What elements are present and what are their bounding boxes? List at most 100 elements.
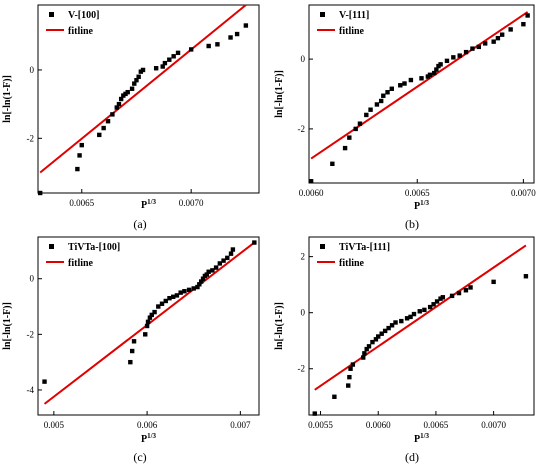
data-point: [144, 323, 150, 329]
data-point: [153, 66, 159, 71]
data-point: [389, 323, 395, 328]
data-point: [228, 35, 233, 40]
data-point: [385, 90, 390, 95]
legend-label-fitline: fitline: [68, 26, 94, 37]
data-point: [427, 304, 433, 310]
data-point: [129, 348, 135, 354]
data-point: [110, 112, 115, 117]
data-point: [438, 62, 443, 67]
data-point: [402, 81, 407, 86]
data-point: [114, 105, 119, 110]
data-point: [37, 190, 43, 196]
data-point: [163, 298, 168, 304]
data-point: [143, 332, 148, 337]
data-point: [393, 320, 398, 325]
x-tick-label: 0.0070: [179, 198, 204, 208]
data-point: [312, 411, 317, 416]
plot-frame-2: [37, 236, 260, 416]
data-point: [342, 145, 348, 151]
data-point: [198, 279, 204, 284]
data-point: [411, 311, 417, 317]
data-point: [491, 279, 496, 285]
data-point: [159, 301, 165, 306]
data-point: [373, 337, 379, 342]
data-point: [398, 83, 403, 88]
data-point: [364, 346, 369, 352]
data-point: [204, 272, 209, 277]
data-point: [210, 268, 215, 273]
legend-label-fitline: fitline: [68, 258, 94, 269]
legend-marker-points: [320, 12, 325, 17]
data-point: [134, 78, 139, 83]
data-point: [379, 331, 384, 336]
legend-label-points: V-[100]: [68, 10, 99, 21]
x-tick-label: 0.0070: [511, 188, 536, 198]
legend-marker-points: [49, 244, 54, 249]
data-point: [252, 240, 257, 245]
y-tick-label: 0: [30, 65, 35, 75]
caption-c: (c): [133, 450, 146, 464]
x-tick-label: 0.0065: [424, 420, 449, 430]
data-point: [217, 261, 223, 266]
data-point: [97, 132, 102, 138]
data-point: [186, 287, 192, 293]
data-point: [389, 86, 394, 91]
legend-label-fitline: fitline: [339, 258, 365, 269]
data-point: [451, 55, 456, 60]
data-point: [432, 70, 437, 76]
data-point: [330, 161, 335, 167]
x-tick-label: 0.007: [230, 420, 251, 430]
caption-a: (a): [133, 217, 146, 231]
data-point: [366, 344, 372, 349]
data-point: [508, 27, 513, 32]
data-point: [308, 179, 314, 184]
data-point: [156, 304, 161, 309]
legend-label-fitline: fitline: [339, 26, 365, 37]
data-point: [195, 284, 200, 290]
fitline-1: [310, 11, 529, 160]
data-point: [427, 72, 433, 78]
x-tick-label: 0.0065: [69, 198, 94, 208]
data-point: [171, 54, 176, 59]
data-point: [457, 53, 462, 58]
data-point: [149, 312, 154, 318]
data-point: [167, 57, 172, 62]
fitline-3: [314, 244, 527, 391]
data-point: [182, 289, 187, 294]
data-point: [350, 362, 356, 367]
y-axis-label: ln[-ln(1-F)]: [2, 302, 13, 350]
data-point: [399, 318, 404, 324]
data-point: [382, 328, 388, 334]
data-point: [376, 334, 381, 339]
data-point: [491, 39, 496, 44]
data-point: [160, 64, 165, 69]
data-point: [361, 355, 366, 360]
x-tick-label: 0.0070: [481, 420, 506, 430]
plot-frame-3: [308, 236, 535, 416]
data-point: [346, 383, 351, 388]
data-point: [42, 379, 47, 384]
data-point: [434, 299, 440, 304]
data-point: [174, 293, 180, 298]
y-tick-label: 0: [301, 54, 306, 64]
y-tick-label: -2: [298, 364, 306, 374]
data-point: [408, 77, 414, 83]
data-point: [386, 325, 391, 331]
data-point: [419, 76, 424, 81]
x-tick-label: 0.005: [44, 420, 65, 430]
data-point: [444, 58, 450, 64]
caption-b: (b): [405, 217, 419, 231]
data-point: [476, 44, 482, 50]
data-point: [521, 21, 526, 27]
data-point: [132, 81, 137, 86]
data-point: [404, 316, 410, 321]
y-tick-label: 2: [301, 252, 306, 262]
data-point: [178, 290, 183, 295]
x-axis-label: P1/3: [414, 432, 430, 445]
data-point: [495, 35, 501, 41]
data-point: [167, 295, 172, 301]
data-point: [145, 319, 151, 325]
legend-marker-points: [320, 244, 325, 249]
data-point: [75, 166, 80, 172]
